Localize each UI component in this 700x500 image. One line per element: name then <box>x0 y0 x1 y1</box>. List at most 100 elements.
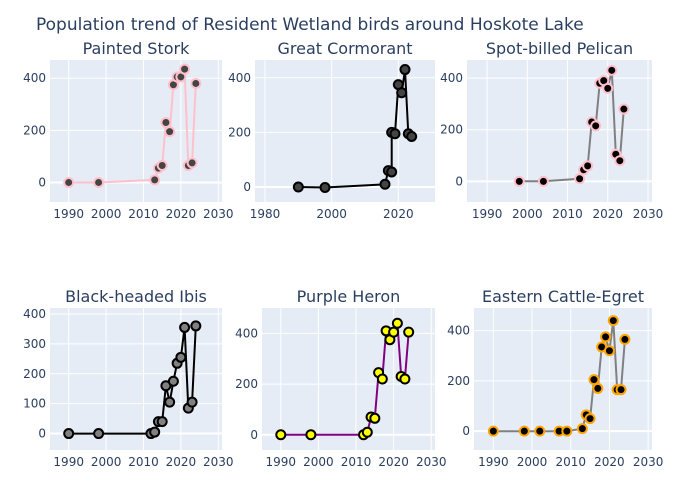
x-tick-label: 2000 <box>316 207 347 221</box>
data-point <box>93 176 105 188</box>
data-point <box>561 425 573 437</box>
x-tick-label: 2010 <box>552 207 583 221</box>
y-tick-label: 400 <box>235 326 258 340</box>
x-tick-label: 2020 <box>166 455 197 469</box>
y-tick-label: 400 <box>447 324 470 338</box>
x-tick-label: 2000 <box>91 455 122 469</box>
x-tick-label: 2020 <box>592 207 623 221</box>
data-point <box>175 351 187 363</box>
data-point <box>179 63 191 75</box>
data-point <box>190 77 202 89</box>
x-tick-label: 2020 <box>166 207 197 221</box>
x-tick-label: 2030 <box>203 207 234 221</box>
subplot-4: 1990 2000 2010 2020 2030 0 100 200 300 400 Black-h… <box>23 287 233 469</box>
data-point <box>606 64 618 76</box>
data-point <box>388 326 400 338</box>
data-point <box>576 423 588 435</box>
x-tick-label: 1990 <box>266 455 297 469</box>
data-point <box>190 320 202 332</box>
data-point <box>63 176 75 188</box>
y-tick-label: 0 <box>38 427 46 441</box>
data-point <box>160 117 172 129</box>
subplot-title: Black-headed Ibis <box>65 287 207 306</box>
y-tick-label: 400 <box>440 71 463 85</box>
y-tick-label: 200 <box>440 123 463 137</box>
data-point <box>590 120 602 132</box>
data-point <box>386 166 398 178</box>
x-tick-label: 2000 <box>91 207 122 221</box>
x-tick-label: 1990 <box>53 207 84 221</box>
y-tick-label: 0 <box>455 174 463 188</box>
y-tick-label: 400 <box>23 307 46 321</box>
x-tick-label: 1990 <box>53 455 84 469</box>
y-tick-label: 200 <box>23 367 46 381</box>
y-tick-label: 200 <box>228 125 251 139</box>
x-tick-label: 2030 <box>203 455 234 469</box>
data-point <box>615 384 627 396</box>
x-tick-label: 1980 <box>250 207 281 221</box>
data-point <box>619 333 631 345</box>
data-point <box>582 160 594 172</box>
subplot-1: 1990 2000 2010 2020 2030 0 200 400 Painted Stork <box>23 39 233 221</box>
y-tick-label: 400 <box>23 71 46 85</box>
data-point <box>305 429 317 441</box>
x-tick-label: 1990 <box>472 207 503 221</box>
y-tick-label: 0 <box>243 180 251 194</box>
y-tick-label: 0 <box>250 428 258 442</box>
data-point <box>186 396 198 408</box>
data-point <box>93 428 105 440</box>
x-tick-label: 2010 <box>128 455 159 469</box>
data-point <box>156 416 168 428</box>
x-tick-label: 2030 <box>416 455 447 469</box>
data-point <box>149 174 161 186</box>
y-tick-label: 0 <box>38 175 46 189</box>
chart-title: Population trend of Resident Wetland bir… <box>36 15 584 35</box>
x-tick-label: 2000 <box>303 455 334 469</box>
subplot-title: Purple Heron <box>297 287 401 306</box>
subplot-title: Eastern Cattle-Egret <box>482 287 644 306</box>
data-point <box>602 82 614 94</box>
data-point <box>156 160 168 172</box>
data-point <box>275 429 287 441</box>
x-tick-label: 2020 <box>594 455 625 469</box>
data-point <box>406 130 418 142</box>
y-tick-label: 0 <box>462 424 470 438</box>
x-tick-label: 2010 <box>128 207 159 221</box>
subplot-2: 1980 2000 2020 0 200 400 Great Cormorant <box>228 39 435 221</box>
x-tick-label: 2010 <box>555 455 586 469</box>
x-tick-label: 2020 <box>378 455 409 469</box>
data-point <box>149 426 161 438</box>
data-point <box>167 375 179 387</box>
data-point <box>376 373 388 385</box>
data-point <box>369 412 381 424</box>
data-point <box>600 331 612 343</box>
data-point <box>537 175 549 187</box>
data-point <box>164 126 176 138</box>
data-point <box>186 157 198 169</box>
data-point <box>292 181 304 193</box>
data-point <box>399 373 411 385</box>
subplot-6: 1990 2000 2010 2020 2030 0 200 400 Eastern Cattl… <box>447 287 663 469</box>
data-point <box>361 426 373 438</box>
x-tick-label: 2030 <box>633 455 664 469</box>
data-point <box>534 425 546 437</box>
x-tick-label: 1990 <box>478 455 509 469</box>
subplot-5: 1990 2000 2010 2020 2030 0 200 400 Purple Heron <box>235 287 446 469</box>
data-point <box>518 425 530 437</box>
subplot-title: Spot-billed Pelican <box>486 39 633 58</box>
y-tick-label: 200 <box>235 377 258 391</box>
data-point <box>399 64 411 76</box>
data-point <box>584 413 596 425</box>
data-point <box>403 326 415 338</box>
x-tick-label: 2020 <box>383 207 414 221</box>
x-tick-label: 2000 <box>512 207 543 221</box>
data-point <box>487 425 499 437</box>
y-tick-label: 200 <box>23 123 46 137</box>
data-point <box>63 428 75 440</box>
x-tick-label: 2030 <box>633 207 664 221</box>
data-point <box>179 321 191 333</box>
data-point <box>603 345 615 357</box>
data-point <box>389 128 401 140</box>
